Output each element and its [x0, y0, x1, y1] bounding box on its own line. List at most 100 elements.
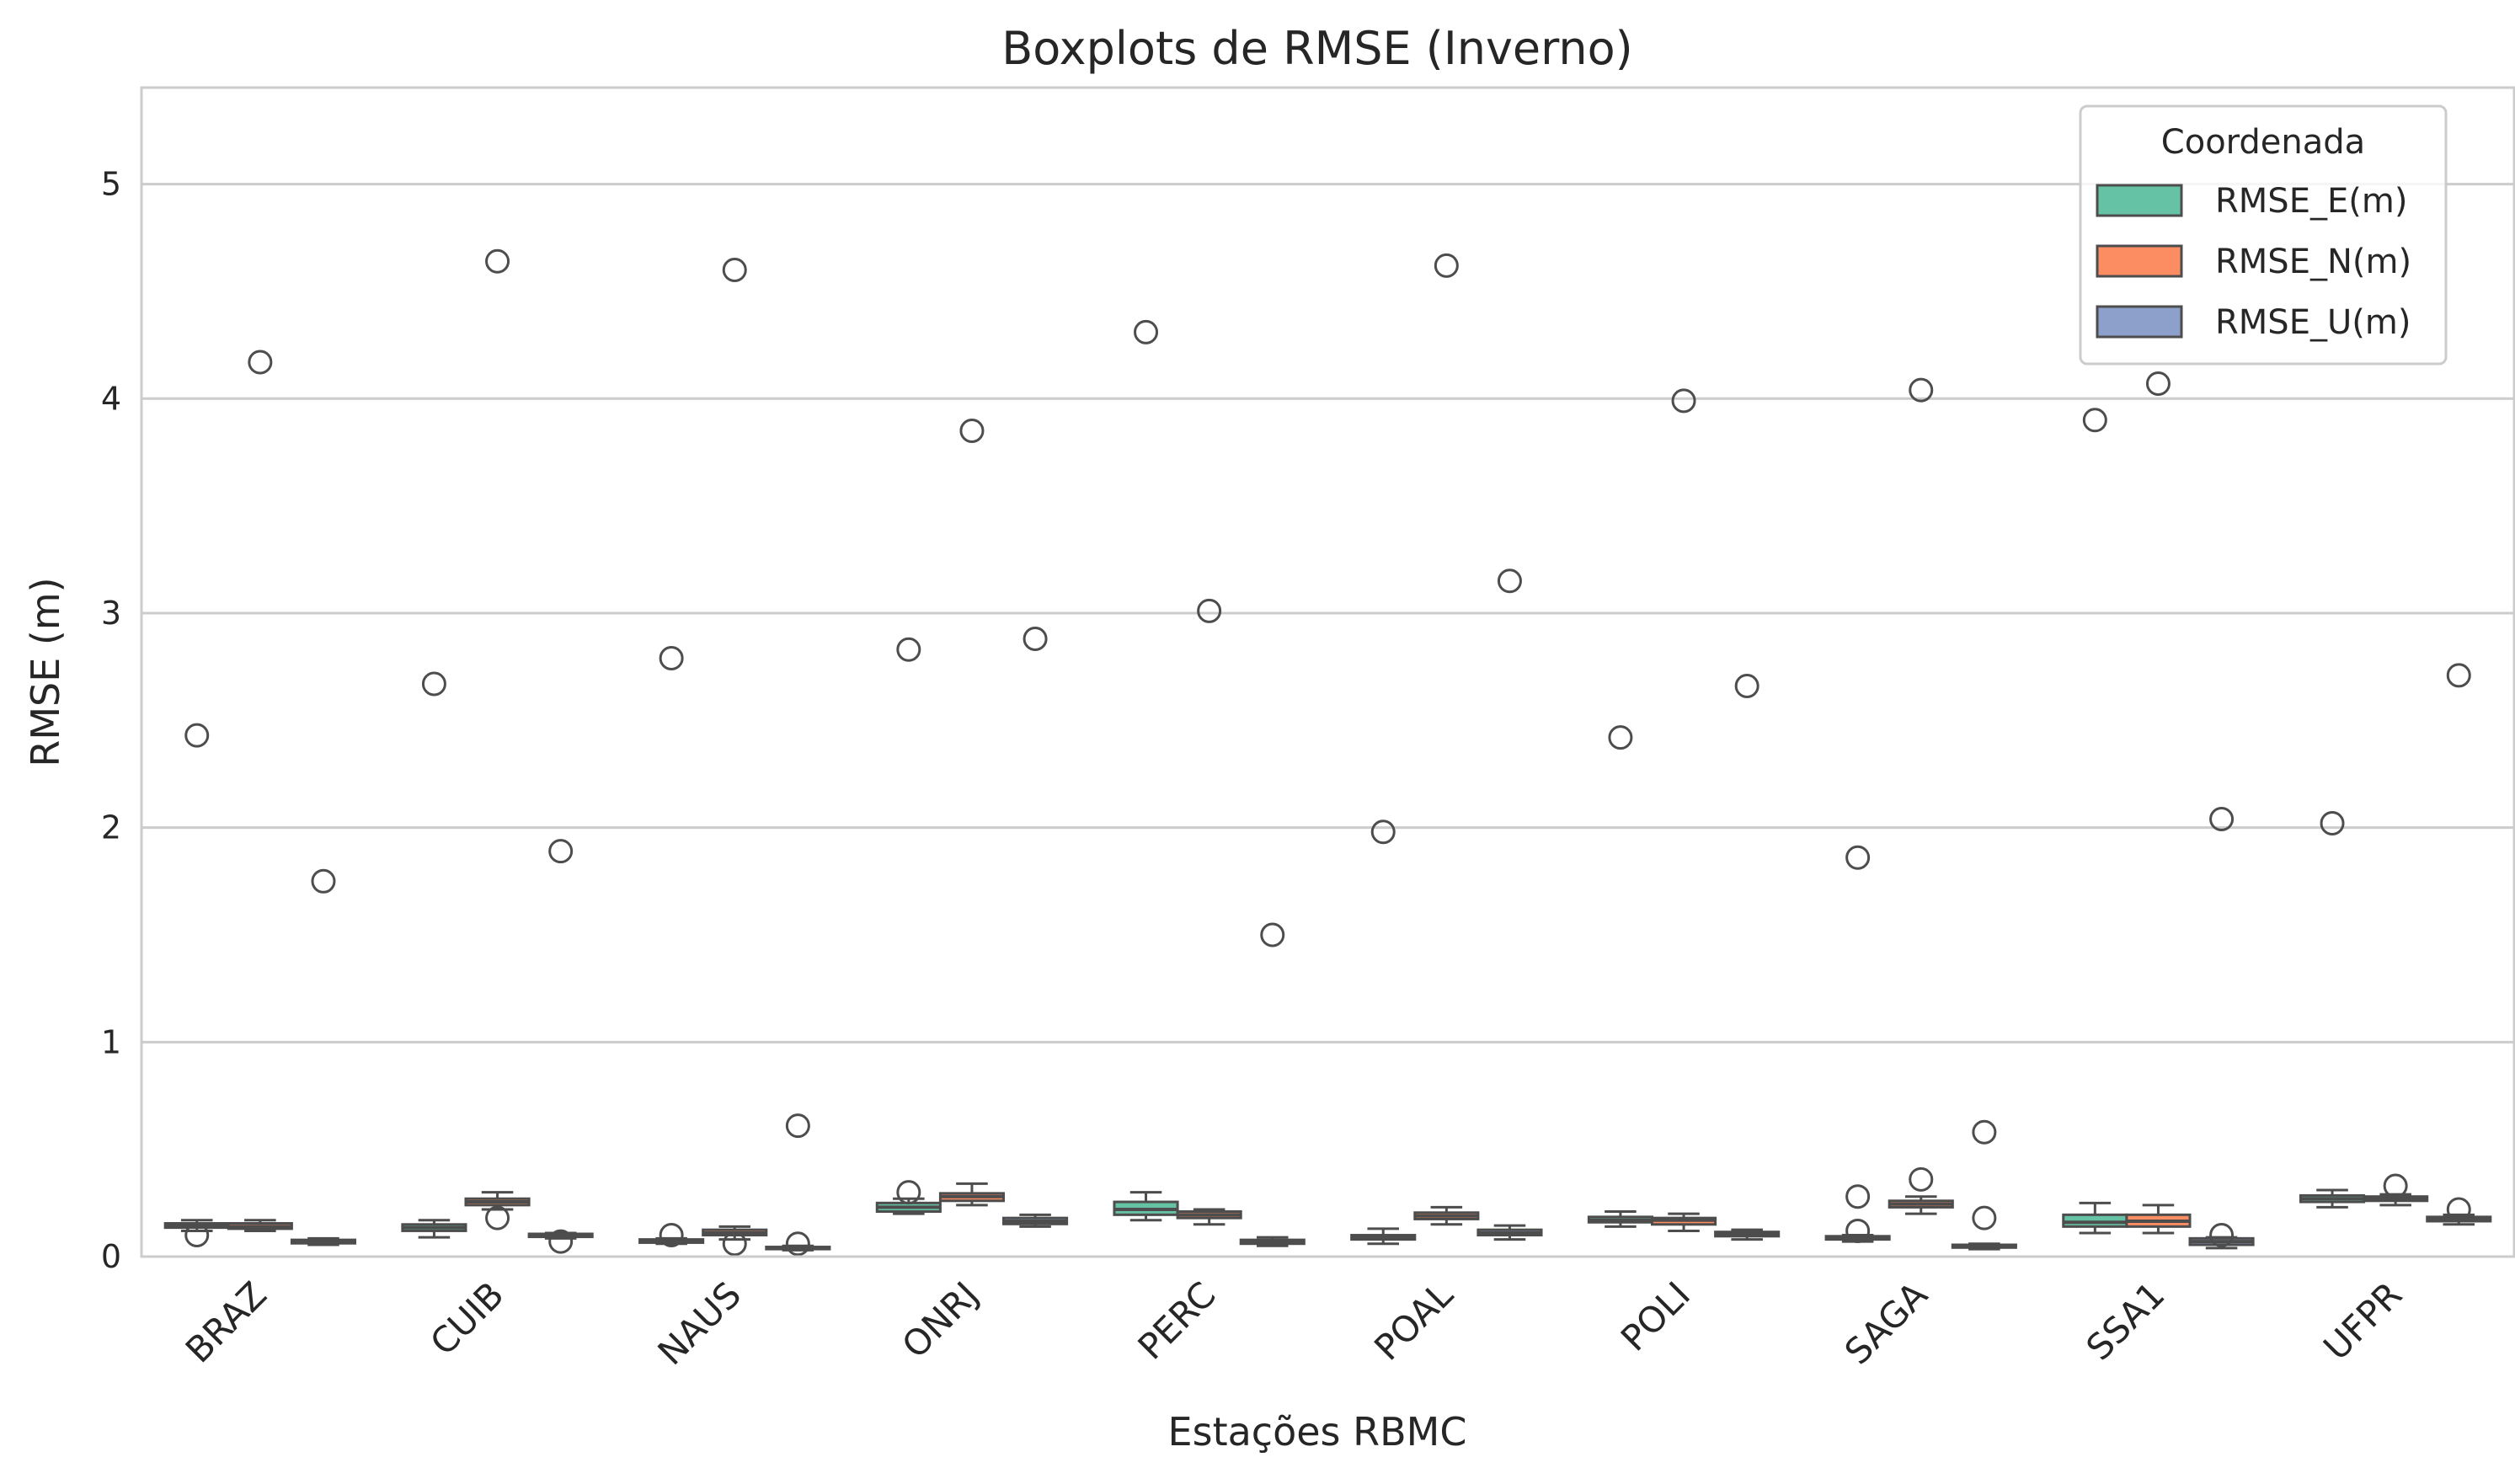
- box-poli-0: [1587, 725, 1653, 1228]
- x-tick-label: PERC: [1130, 1273, 1224, 1367]
- legend-label: RMSE_N(m): [2215, 243, 2411, 281]
- outlier-point: [959, 418, 985, 443]
- outlier-point: [184, 1223, 210, 1248]
- outlier-point: [1845, 1184, 1871, 1209]
- outlier-point: [1845, 845, 1871, 870]
- outlier-point: [548, 839, 574, 864]
- box-poli-1: [1650, 388, 1717, 1232]
- outlier-point: [722, 257, 747, 282]
- outlier-point: [1260, 922, 1285, 948]
- outlier-point: [1608, 725, 1633, 750]
- outlier-point: [785, 1231, 810, 1257]
- box-naus-1: [702, 257, 768, 1257]
- outlier-point: [2209, 806, 2235, 831]
- y-axis-label: RMSE (m): [23, 577, 68, 766]
- x-tick-label: SSA1: [2078, 1273, 2172, 1368]
- box-cuib-0: [401, 671, 467, 1239]
- y-tick-label: 5: [101, 166, 121, 203]
- box-braz-2: [290, 868, 357, 1246]
- box-poal-1: [1413, 253, 1480, 1226]
- x-tick-label: POLI: [1613, 1273, 1698, 1359]
- x-tick-label: POAL: [1366, 1273, 1461, 1369]
- outlier-point: [548, 1229, 574, 1254]
- outlier-point: [1434, 253, 1459, 278]
- outlier-point: [485, 248, 510, 274]
- box-onrj-0: [875, 637, 942, 1215]
- outlier-point: [2320, 811, 2345, 836]
- box-cuib-1: [464, 248, 531, 1230]
- x-tick-labels: BRAZ CUIB NAUS ONRJ PERC POAL POLI SAGA SSA1 UFPR: [178, 1273, 2410, 1373]
- x-tick-label: SAGA: [1837, 1273, 1936, 1372]
- legend-title: Coordenada: [2161, 123, 2365, 162]
- x-tick-label: UFPR: [2315, 1273, 2410, 1368]
- box-onrj-1: [938, 418, 1006, 1207]
- outlier-point: [1734, 674, 1759, 699]
- outlier-point: [722, 1231, 747, 1257]
- box-perc-2: [1239, 922, 1306, 1247]
- box-ufpr-2: [2426, 663, 2492, 1226]
- x-tick-label: BRAZ: [178, 1273, 275, 1370]
- box-poli-2: [1714, 674, 1781, 1241]
- x-tick-label: ONRJ: [894, 1273, 986, 1366]
- outlier-point: [1909, 377, 1934, 403]
- outlier-point: [2383, 1173, 2408, 1198]
- box-braz-1: [227, 350, 293, 1232]
- outlier-point: [659, 1223, 684, 1248]
- outlier-point: [421, 671, 446, 697]
- outlier-point: [785, 1113, 810, 1139]
- y-tick-labels: 0 1 2 3 4 5: [101, 166, 121, 1275]
- outlier-point: [1909, 1166, 1934, 1192]
- x-axis-label: Estações RBMC: [1168, 1409, 1467, 1455]
- outlier-point: [1370, 819, 1396, 845]
- outlier-point: [2446, 663, 2471, 688]
- outlier-point: [184, 723, 210, 748]
- box-ufpr-0: [2299, 811, 2366, 1209]
- plot-frame: [140, 86, 2515, 1258]
- outlier-point: [1023, 627, 1048, 652]
- y-tick-label: 0: [101, 1238, 121, 1275]
- box-cuib-2: [527, 839, 594, 1254]
- outlier-point: [1972, 1119, 1997, 1145]
- box-onrj-2: [1002, 627, 1069, 1228]
- box-groups: [163, 248, 2492, 1257]
- y-tick-label: 4: [101, 380, 121, 417]
- box-naus-2: [765, 1113, 831, 1257]
- box-braz-0: [163, 723, 230, 1248]
- outlier-point: [2145, 371, 2171, 396]
- box-poal-0: [1350, 819, 1417, 1246]
- legend-swatch: [2096, 305, 2183, 339]
- box-ufpr-1: [2363, 1173, 2429, 1207]
- box-saga-0: [1824, 845, 1891, 1243]
- legend: Coordenada RMSE_E(m) RMSE_N(m) RMSE_U(m): [2079, 104, 2448, 366]
- outlier-point: [1134, 319, 1159, 344]
- outlier-point: [659, 645, 684, 670]
- y-tick-label: 3: [101, 595, 121, 632]
- outlier-point: [311, 868, 336, 894]
- legend-swatch: [2096, 184, 2183, 217]
- y-tick-label: 1: [101, 1023, 121, 1060]
- outlier-point: [2446, 1197, 2471, 1222]
- box-ssa1-1: [2125, 371, 2192, 1235]
- outlier-point: [2082, 408, 2107, 433]
- box-saga-1: [1888, 377, 1954, 1215]
- outlier-point: [1671, 388, 1696, 414]
- box-perc-1: [1176, 598, 1242, 1226]
- outlier-point: [1972, 1205, 1997, 1230]
- x-tick-label: NAUS: [650, 1273, 750, 1373]
- x-tick-label: CUIB: [422, 1273, 511, 1363]
- box-naus-0: [638, 645, 705, 1248]
- outlier-point: [896, 637, 921, 662]
- legend-swatch: [2096, 244, 2183, 278]
- legend-frame: [2079, 104, 2448, 366]
- outlier-point: [485, 1205, 510, 1230]
- outlier-point: [1497, 569, 1522, 594]
- outlier-point: [896, 1180, 921, 1205]
- outlier-point: [1197, 598, 1222, 623]
- box-poal-2: [1476, 569, 1543, 1241]
- legend-label: RMSE_U(m): [2215, 303, 2411, 342]
- box-perc-0: [1113, 319, 1179, 1222]
- box-saga-2: [1951, 1119, 2017, 1251]
- outlier-point: [2209, 1223, 2235, 1248]
- chart-title: Boxplots de RMSE (Inverno): [1001, 22, 1633, 75]
